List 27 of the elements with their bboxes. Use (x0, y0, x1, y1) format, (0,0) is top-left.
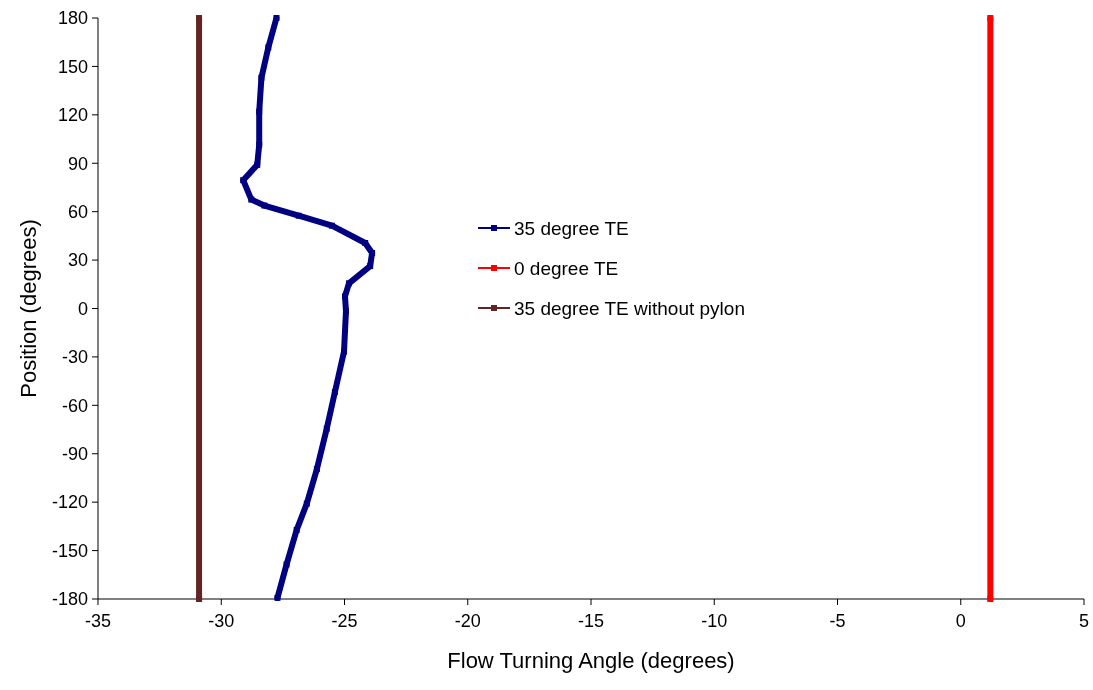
y-tick-label: 0 (77, 298, 88, 319)
legend-label: 35 degree TE without pylon (514, 297, 745, 319)
y-tick-label: -180 (51, 589, 88, 610)
x-tick-label: -20 (454, 611, 481, 631)
y-axis-title: Position (degrees) (16, 219, 41, 398)
y-tick-label: 150 (57, 56, 88, 77)
y-tick-label: 30 (67, 250, 88, 271)
x-tick-label: -35 (84, 611, 112, 631)
x-tick-label: -10 (701, 611, 728, 631)
x-tick-label: -25 (331, 611, 358, 631)
y-tick-label: 180 (57, 8, 88, 29)
x-tick-label: -30 (208, 611, 235, 631)
y-tick-label: -120 (51, 492, 88, 513)
y-tick-label: 120 (57, 105, 88, 126)
x-tick-label: 0 (955, 611, 966, 631)
legend-label: 35 degree TE (514, 217, 629, 239)
x-axis-title: Flow Turning Angle (degrees) (447, 648, 735, 673)
y-tick-label: 60 (67, 201, 88, 222)
y-tick-label: -150 (51, 540, 88, 561)
y-tick-label: -90 (61, 444, 88, 465)
y-tick-label: -30 (61, 347, 88, 368)
y-tick-label: -60 (61, 395, 88, 416)
x-tick-label: -5 (829, 611, 846, 631)
x-tick-label: -15 (577, 611, 605, 631)
x-tick-label: 5 (1078, 611, 1090, 631)
y-tick-label: 90 (67, 153, 88, 174)
legend-label: 0 degree TE (514, 257, 619, 279)
